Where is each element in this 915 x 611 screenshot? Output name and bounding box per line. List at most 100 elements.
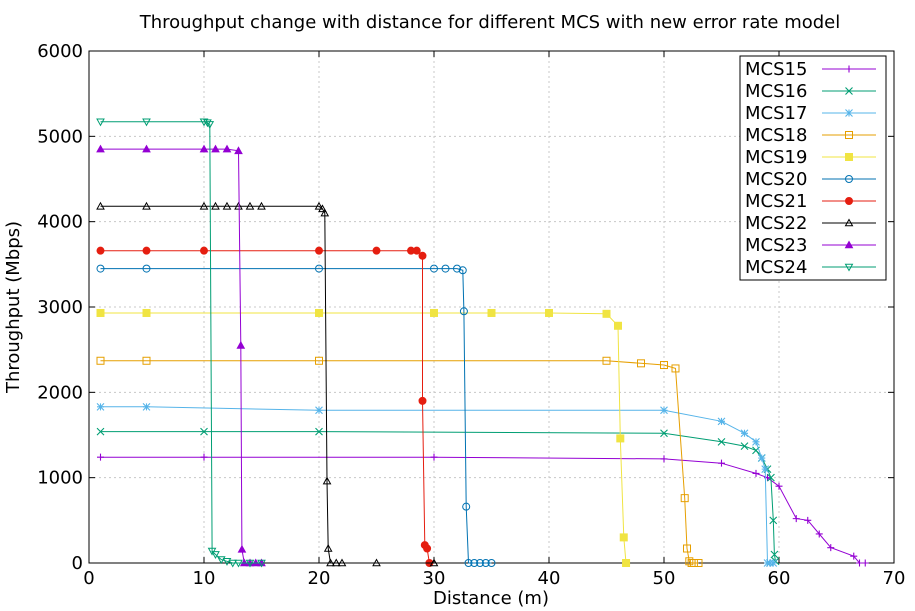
legend-label-mcs16: MCS16 — [745, 81, 807, 102]
data-point-mcs18 — [680, 494, 689, 503]
x-tick-label: 20 — [308, 568, 331, 589]
data-point-mcs18 — [602, 356, 611, 365]
series-mcs22 — [96, 201, 439, 567]
data-point-mcs16 — [740, 442, 749, 450]
data-point-mcs19 — [96, 308, 105, 317]
data-point-mcs23 — [234, 146, 243, 155]
data-point-mcs20 — [458, 266, 467, 275]
data-point-mcs21 — [412, 246, 421, 255]
data-point-mcs19 — [616, 434, 625, 443]
data-point-mcs24 — [245, 559, 255, 568]
data-point-mcs17 — [717, 417, 726, 426]
data-point-mcs17 — [96, 402, 105, 411]
data-point-mcs19 — [315, 308, 323, 317]
series-line-mcs15 — [100, 456, 866, 564]
data-point-mcs15 — [804, 516, 812, 524]
data-point-mcs16 — [770, 550, 779, 559]
data-point-mcs22 — [320, 208, 330, 217]
data-point-mcs18 — [671, 364, 680, 373]
data-point-mcs16 — [769, 516, 778, 525]
data-point-mcs20 — [462, 502, 471, 511]
data-point-mcs20 — [315, 264, 323, 273]
data-point-mcs22 — [257, 201, 266, 210]
data-point-mcs15 — [97, 453, 104, 461]
data-point-mcs21 — [96, 246, 105, 255]
data-point-mcs19 — [487, 308, 496, 317]
data-point-mcs18 — [142, 356, 151, 365]
legend-marker-mcs20 — [845, 175, 853, 183]
data-point-mcs24 — [203, 119, 212, 128]
x-tick-label: 70 — [883, 568, 906, 589]
data-point-mcs20 — [453, 264, 461, 273]
data-point-mcs19 — [142, 308, 151, 317]
data-point-mcs20 — [441, 264, 450, 273]
data-point-mcs22 — [323, 543, 333, 552]
data-point-mcs19 — [545, 308, 553, 317]
series-mcs24 — [96, 118, 266, 568]
data-point-mcs22 — [211, 201, 220, 210]
data-point-mcs15 — [775, 482, 783, 490]
data-point-mcs22 — [245, 201, 255, 210]
data-point-mcs20 — [481, 559, 490, 567]
y-tick-label: 6000 — [37, 41, 83, 62]
y-tick-label: 3000 — [37, 297, 83, 318]
data-point-mcs20 — [142, 264, 151, 273]
data-point-mcs20 — [96, 264, 105, 273]
data-point-mcs22 — [337, 558, 347, 567]
x-tick-label: 10 — [193, 568, 216, 589]
series-mcs18 — [96, 356, 703, 567]
x-axis-label: Distance (m) — [433, 588, 549, 607]
legend-marker-mcs23 — [844, 240, 854, 249]
data-point-mcs19 — [622, 559, 631, 567]
data-point-mcs24 — [257, 559, 266, 568]
data-point-mcs22 — [222, 201, 232, 210]
data-point-mcs18 — [694, 559, 703, 567]
legend-label-mcs19: MCS19 — [745, 147, 807, 168]
data-point-mcs19 — [614, 321, 622, 330]
data-point-mcs22 — [322, 476, 332, 485]
legend-label-mcs24: MCS24 — [745, 257, 807, 278]
data-point-mcs21 — [423, 544, 432, 553]
series-line-mcs24 — [100, 121, 262, 564]
series-line-mcs22 — [100, 205, 434, 564]
data-point-mcs24 — [96, 118, 105, 127]
y-tick-label: 4000 — [37, 212, 83, 233]
data-point-mcs19 — [602, 309, 611, 318]
data-point-mcs16 — [660, 429, 668, 438]
data-point-mcs15 — [752, 469, 760, 477]
legend-marker-mcs15 — [845, 65, 853, 73]
legend-label-mcs18: MCS18 — [745, 125, 807, 146]
legend-label-mcs21: MCS21 — [745, 191, 807, 212]
legend-label-mcs20: MCS20 — [745, 169, 807, 190]
data-point-mcs19 — [430, 308, 438, 317]
series-mcs20 — [96, 264, 496, 567]
data-point-mcs22 — [318, 204, 327, 213]
data-point-mcs15 — [827, 544, 835, 552]
data-point-mcs18 — [689, 559, 698, 567]
data-point-mcs17 — [740, 429, 749, 438]
data-point-mcs24 — [211, 551, 220, 559]
data-point-mcs22 — [96, 201, 105, 210]
data-point-mcs20 — [470, 559, 479, 567]
data-point-mcs21 — [315, 246, 323, 255]
x-tick-label: 50 — [653, 568, 676, 589]
data-point-mcs18 — [683, 544, 691, 553]
legend-label-mcs23: MCS23 — [745, 235, 807, 256]
data-point-mcs17 — [752, 437, 760, 446]
series-mcs15 — [97, 453, 869, 567]
x-tick-label: 0 — [83, 568, 94, 589]
series-line-mcs20 — [100, 268, 492, 564]
y-tick-label: 2000 — [37, 382, 83, 403]
data-point-mcs22 — [331, 558, 341, 567]
series-layer — [96, 118, 869, 568]
data-point-mcs22 — [234, 201, 243, 210]
data-point-mcs18 — [96, 356, 105, 365]
data-point-mcs15 — [430, 453, 438, 461]
legend-marker-mcs18 — [845, 131, 853, 139]
data-point-mcs22 — [314, 201, 324, 210]
data-point-mcs22 — [372, 558, 381, 567]
data-point-mcs21 — [372, 246, 381, 255]
data-point-mcs16 — [200, 427, 208, 436]
data-point-mcs20 — [487, 559, 496, 567]
legend-marker-mcs22 — [844, 218, 854, 227]
